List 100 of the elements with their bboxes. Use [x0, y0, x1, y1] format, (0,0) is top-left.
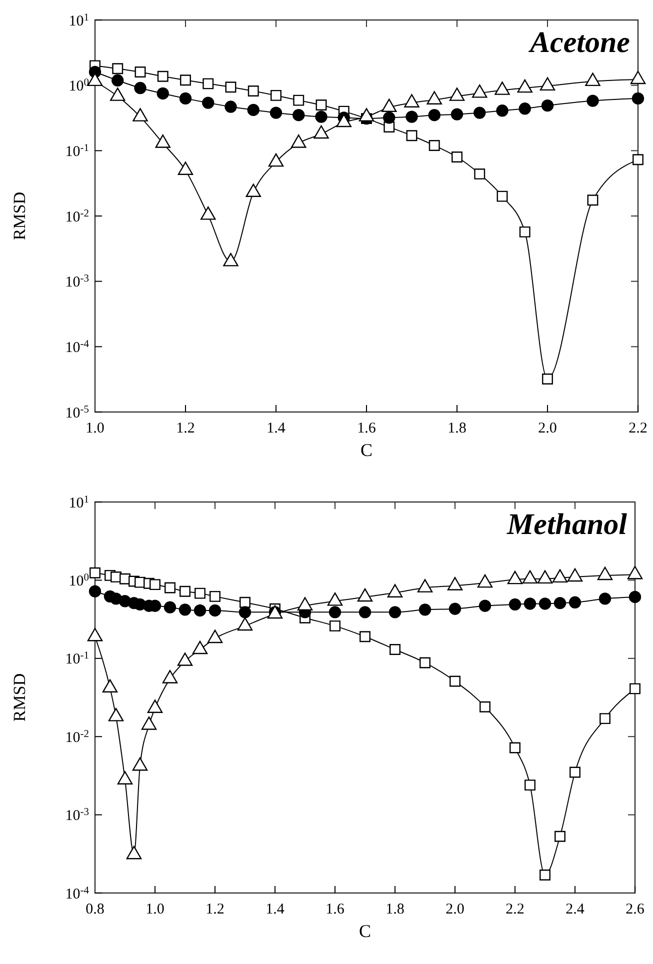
- y-tick-label: 10$^{-1}$: [65, 142, 89, 160]
- x-tick-label: 0.8: [86, 902, 104, 918]
- point: [202, 96, 214, 109]
- y-tick-label: 10$^{-2}$: [65, 208, 89, 226]
- point: [292, 109, 305, 122]
- point: [315, 110, 328, 123]
- point: [554, 830, 566, 842]
- point: [134, 66, 146, 78]
- point: [134, 82, 146, 94]
- point: [474, 106, 486, 119]
- y-tick-label: 10$^{0}$: [68, 77, 89, 95]
- point: [180, 74, 191, 86]
- point: [178, 604, 192, 616]
- point: [240, 596, 250, 608]
- x-tick-label: 2.2: [506, 902, 524, 918]
- x-tick-label: 1.0: [86, 420, 104, 437]
- point: [542, 374, 553, 384]
- x-tick-label: 1.2: [206, 902, 224, 918]
- point: [157, 70, 168, 82]
- x-tick-label: 2.6: [626, 902, 645, 918]
- point: [406, 130, 418, 142]
- point: [224, 100, 237, 113]
- point: [541, 99, 554, 112]
- point: [270, 106, 282, 119]
- x-tick-label: 2.2: [628, 420, 648, 437]
- point: [524, 780, 536, 791]
- point: [179, 92, 192, 105]
- y-tick-label: 10$^{-4}$: [65, 884, 90, 902]
- point: [316, 100, 327, 110]
- point: [210, 590, 220, 602]
- point: [600, 713, 610, 724]
- point: [628, 590, 642, 604]
- point: [358, 606, 372, 618]
- x-tick-label: 1.4: [266, 420, 286, 437]
- y-axis-title: RMSD: [10, 192, 29, 240]
- point: [418, 604, 432, 616]
- x-tick-label: 1.0: [146, 902, 164, 918]
- point: [586, 94, 599, 107]
- point: [450, 108, 464, 120]
- x-tick-label: 1.4: [266, 902, 285, 918]
- x-axis-title: C: [358, 921, 372, 941]
- y-tick-label: 10$^{0}$: [68, 572, 89, 590]
- point: [452, 152, 462, 162]
- y-tick-label: 10$^{-5}$: [65, 404, 89, 422]
- y-tick-label: 10$^{1}$: [68, 494, 89, 512]
- point: [474, 168, 486, 180]
- point: [388, 606, 402, 618]
- point: [238, 606, 252, 618]
- point: [519, 226, 530, 238]
- point: [330, 620, 340, 632]
- x-tick-label: 2.4: [566, 902, 585, 918]
- point: [554, 596, 566, 610]
- x-axis-title: C: [360, 440, 373, 460]
- point: [180, 586, 190, 597]
- point: [538, 598, 552, 610]
- y-tick-label: 10$^{-2}$: [65, 728, 89, 746]
- y-tick-label: 10$^{-1}$: [65, 650, 89, 668]
- point: [478, 600, 492, 612]
- x-tick-label: 1.2: [176, 420, 195, 437]
- point: [496, 190, 508, 202]
- x-tick-label: 2.0: [538, 420, 557, 437]
- point: [270, 90, 282, 101]
- point: [248, 85, 259, 96]
- point: [112, 74, 124, 86]
- point: [428, 140, 440, 151]
- point: [518, 102, 531, 115]
- point: [194, 604, 206, 617]
- point: [448, 602, 462, 615]
- x-tick-label: 1.6: [357, 420, 376, 437]
- point: [524, 598, 536, 610]
- point: [587, 194, 598, 206]
- point: [510, 742, 520, 754]
- point: [630, 683, 640, 694]
- point: [247, 104, 260, 116]
- point: [632, 92, 644, 105]
- point: [156, 87, 169, 100]
- point: [496, 104, 508, 117]
- point: [450, 676, 460, 687]
- point: [225, 82, 236, 93]
- x-tick-label: 1.6: [326, 902, 345, 918]
- y-tick-label: 10$^{-3}$: [65, 806, 89, 824]
- point: [420, 657, 430, 668]
- point: [164, 582, 176, 594]
- point: [383, 112, 396, 124]
- x-tick-label: 1.8: [448, 420, 466, 437]
- chart-title: Acetone: [528, 26, 630, 59]
- point: [164, 601, 176, 614]
- point: [88, 585, 102, 598]
- point: [508, 598, 522, 611]
- point: [208, 604, 222, 617]
- point: [632, 154, 644, 166]
- x-tick-label: 2.0: [446, 902, 464, 918]
- point: [328, 606, 342, 618]
- point: [194, 588, 206, 599]
- point: [540, 870, 550, 880]
- point: [480, 701, 490, 712]
- point: [112, 63, 124, 74]
- point: [406, 110, 418, 123]
- y-tick-label: 10$^{-4}$: [65, 338, 90, 356]
- point: [384, 122, 395, 133]
